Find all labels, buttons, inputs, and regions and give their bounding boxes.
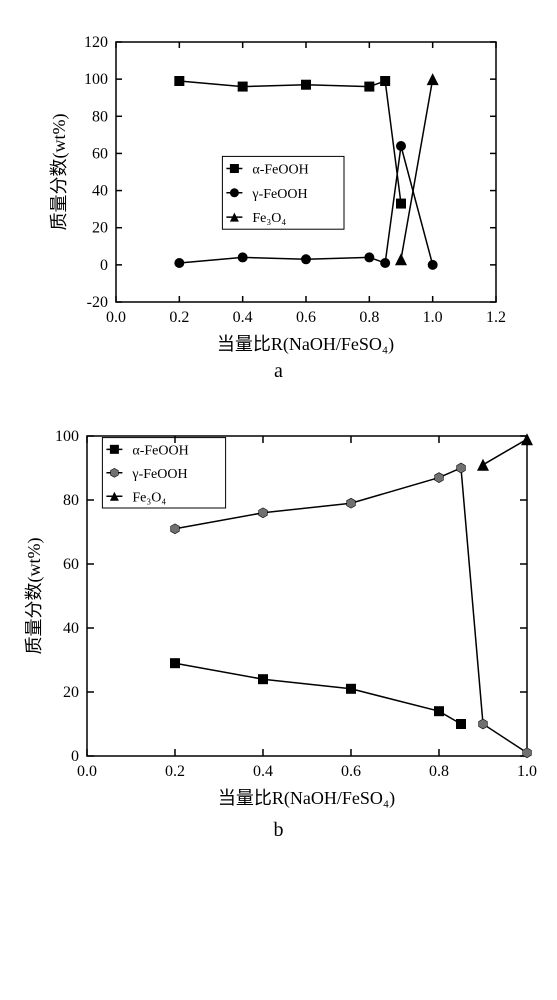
legend-item: γ-FeOOH	[251, 187, 307, 202]
chart-b: 0.0 0.2 0.4 0.6 0.8 1.0 0 20 40 60 80 100 α-FeOOH γ-F…	[19, 411, 539, 811]
svg-text:40: 40	[92, 183, 108, 200]
svg-text:0: 0	[71, 748, 79, 765]
svg-text:0.0: 0.0	[77, 763, 97, 780]
svg-text:0.4: 0.4	[253, 763, 273, 780]
svg-text:0.6: 0.6	[341, 763, 361, 780]
chart-a-ylabel: 质量分数(wt%)	[45, 114, 71, 231]
svg-text:0.2: 0.2	[165, 763, 185, 780]
chart-b-ylabel: 质量分数(wt%)	[20, 538, 46, 655]
chart-a-panel: 0.0 0.2 0.4 0.6 0.8 1.0 1.2 -20 0 20 40 60 80 100 120 α…	[44, 12, 514, 383]
legend-item: α-FeOOH	[252, 163, 308, 178]
svg-text:0.6: 0.6	[296, 309, 316, 326]
svg-text:0.8: 0.8	[359, 309, 379, 326]
svg-text:20: 20	[63, 684, 79, 701]
svg-text:60: 60	[92, 145, 108, 162]
svg-text:-20: -20	[86, 294, 107, 311]
svg-text:1.2: 1.2	[486, 309, 506, 326]
svg-text:80: 80	[92, 108, 108, 125]
chart-a: 0.0 0.2 0.4 0.6 0.8 1.0 1.2 -20 0 20 40 60 80 100 120 α…	[44, 12, 514, 352]
svg-text:0.2: 0.2	[169, 309, 189, 326]
svg-text:20: 20	[92, 220, 108, 237]
svg-text:0.4: 0.4	[232, 309, 252, 326]
legend-item: γ-FeOOH	[131, 467, 187, 482]
chart-a-caption: a	[44, 360, 514, 383]
chart-a-xlabel: 当量比R(NaOH/FeSO₄)	[217, 330, 394, 356]
svg-text:1.0: 1.0	[422, 309, 442, 326]
legend-item: Fe₃O₄	[132, 490, 166, 505]
svg-text:80: 80	[63, 492, 79, 509]
chart-b-panel: 0.0 0.2 0.4 0.6 0.8 1.0 0 20 40 60 80 100 α-FeOOH γ-F…	[19, 411, 539, 842]
svg-text:100: 100	[84, 71, 108, 88]
legend-item: Fe₃O₄	[252, 211, 286, 226]
chart-b-xlabel: 当量比R(NaOH/FeSO₄)	[218, 784, 395, 810]
svg-text:120: 120	[84, 34, 108, 51]
svg-text:0.8: 0.8	[429, 763, 449, 780]
legend-item: α-FeOOH	[132, 443, 188, 458]
svg-text:0.0: 0.0	[106, 309, 126, 326]
svg-text:100: 100	[55, 428, 79, 445]
svg-text:0: 0	[100, 257, 108, 274]
chart-b-caption: b	[19, 819, 539, 842]
svg-text:1.0: 1.0	[517, 763, 537, 780]
svg-text:60: 60	[63, 556, 79, 573]
svg-text:40: 40	[63, 620, 79, 637]
